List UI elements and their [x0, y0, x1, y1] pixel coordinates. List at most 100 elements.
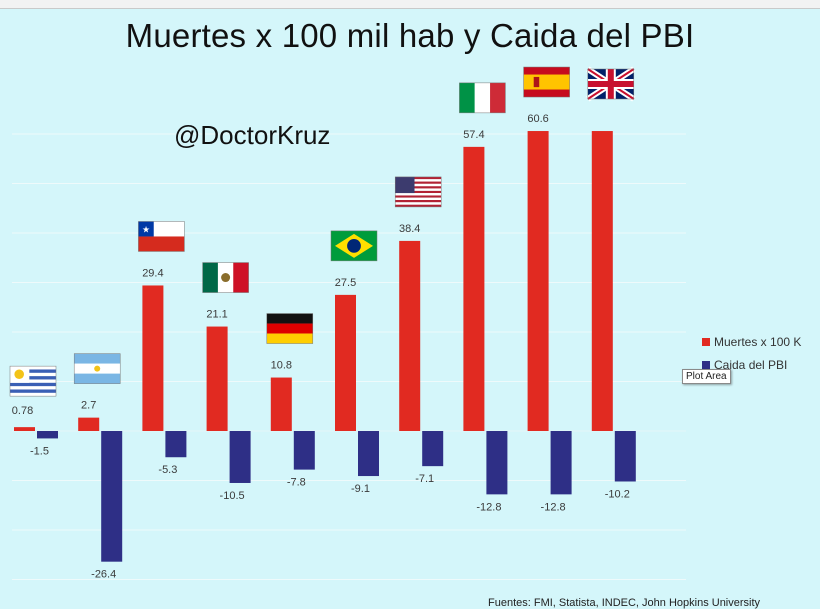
- gdp-data-label: -9.1: [351, 483, 370, 495]
- flag-shape: [202, 262, 218, 293]
- flag-shape: [395, 202, 442, 205]
- flag-shape: [10, 382, 56, 387]
- gdp-data-label: -12.8: [541, 501, 566, 513]
- gdp-bar: [293, 431, 315, 470]
- flag-emblem: [221, 273, 231, 283]
- flag-shape: [395, 176, 442, 180]
- country-flags: ★: [9, 66, 636, 397]
- gdp-bar: [550, 431, 572, 495]
- flag-usa-icon: [394, 176, 442, 208]
- deaths-data-label: 21.1: [206, 309, 227, 321]
- flag-argentina-icon: [73, 353, 121, 384]
- flag-shape: [266, 313, 313, 324]
- deaths-bar: [78, 417, 100, 431]
- flag-border: [523, 66, 570, 98]
- flag-spain-icon: [523, 66, 570, 98]
- gdp-data-label: -26.4: [91, 569, 116, 581]
- deaths-data-label: 27.5: [335, 277, 356, 289]
- gdp-bar: [101, 431, 123, 562]
- flag-shape: [395, 179, 442, 182]
- flag-shape: [266, 323, 313, 334]
- deaths-data-label: 0.78: [12, 405, 33, 417]
- flag-shape: [474, 82, 491, 113]
- flag-shape: [266, 333, 313, 344]
- deaths-bar: [591, 131, 613, 431]
- flag-shape: [138, 236, 185, 252]
- flag-shape: [459, 82, 475, 113]
- flag-shape: [74, 353, 121, 364]
- deaths-bar: [14, 427, 35, 431]
- gdp-bar: [165, 431, 187, 458]
- gdp-bar: [614, 431, 636, 482]
- flag-shape: [10, 389, 56, 393]
- gdp-data-label: -1.5: [30, 445, 49, 457]
- gdp-data-label: -7.1: [415, 473, 434, 485]
- gdp-data-label: -5.3: [158, 464, 177, 476]
- gdp-data-label: -10.5: [220, 490, 245, 502]
- flag-border: [266, 313, 314, 344]
- deaths-bar: [206, 326, 228, 431]
- flag-border: [9, 365, 57, 397]
- flag-mexico-icon: [202, 262, 249, 293]
- flag-shape: [395, 183, 442, 187]
- flag-brazil-icon: [330, 230, 378, 262]
- flag-shape: [395, 197, 442, 200]
- flag-border: [394, 176, 442, 208]
- flag-border: [330, 230, 378, 262]
- flag-shape: [395, 190, 442, 194]
- deaths-data-label: 2.7: [81, 400, 96, 412]
- gdp-bar: [37, 431, 58, 439]
- flag-shape: [490, 82, 506, 113]
- flag-shape: [138, 221, 154, 237]
- gdp-bar: [358, 431, 379, 477]
- flag-shape: [74, 373, 121, 384]
- deaths-bar: [270, 377, 292, 431]
- flag-shape: [395, 199, 442, 203]
- deaths-bar: [463, 146, 485, 431]
- flag-globe: [347, 238, 361, 253]
- deaths-data-label: 10.8: [271, 360, 292, 372]
- flag-border: [73, 353, 121, 384]
- flag-shape: [523, 74, 570, 90]
- flag-shape: [233, 262, 249, 293]
- legend-label-deaths: Muertes x 100 K: [714, 335, 802, 349]
- flag-border: [138, 221, 185, 252]
- flag-uk-icon: [586, 66, 636, 102]
- gdp-data-label: -10.2: [605, 488, 630, 500]
- flag-border: [587, 68, 635, 100]
- legend-item-deaths: Muertes x 100 K: [702, 335, 801, 349]
- gdp-data-label: -12.8: [476, 501, 501, 513]
- flag-shape: [10, 369, 56, 373]
- flag-italy-icon: [459, 82, 506, 114]
- flag-shape: [533, 76, 540, 88]
- plot-area-tooltip: Plot Area: [682, 369, 731, 384]
- flag-shape: [395, 186, 442, 189]
- flag-shape: [395, 181, 442, 184]
- source-note: Fuentes: FMI, Statista, INDEC, John Hopk…: [488, 597, 761, 609]
- flag-germany-icon: [266, 313, 314, 344]
- deaths-bar: [142, 285, 164, 431]
- flag-chile-icon: ★: [138, 221, 185, 252]
- deaths-bar: [335, 294, 356, 431]
- flag-shape: [395, 176, 415, 194]
- data-labels: 0.78 -1.5 2.7 -26.4 29.4 -5.3 21.1 -10.5 10.8 -7.…: [12, 113, 630, 581]
- flag-border: [459, 82, 506, 114]
- legend-item-gdp: Caida del PBI: [702, 358, 787, 372]
- author-watermark: @DoctorKruz: [174, 120, 331, 150]
- deaths-bar: [527, 131, 549, 431]
- legend-swatch-gdp: [702, 361, 710, 369]
- flag-shape: [395, 193, 442, 196]
- top-edge: [0, 0, 820, 9]
- flag-star: ★: [142, 224, 150, 234]
- gdp-bar: [229, 431, 251, 483]
- gdp-bar: [422, 431, 444, 467]
- flag-border: [202, 262, 249, 293]
- flag-shape: [587, 81, 634, 87]
- bars: [14, 131, 636, 562]
- deaths-data-label: 60.6: [527, 113, 548, 125]
- deaths-data-label: 57.4: [463, 129, 484, 141]
- deaths-data-label: 29.4: [142, 267, 163, 279]
- flag-shape: [395, 204, 442, 207]
- flag-shape: [395, 195, 442, 198]
- flag-shape: [10, 376, 56, 380]
